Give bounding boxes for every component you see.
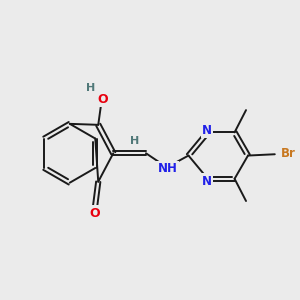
- Text: Br: Br: [280, 147, 295, 160]
- Text: H: H: [130, 136, 139, 146]
- Text: O: O: [98, 93, 109, 106]
- Text: NH: NH: [158, 163, 178, 176]
- Text: O: O: [90, 207, 100, 220]
- Text: H: H: [86, 82, 96, 93]
- Text: N: N: [202, 175, 212, 188]
- Text: N: N: [202, 124, 212, 136]
